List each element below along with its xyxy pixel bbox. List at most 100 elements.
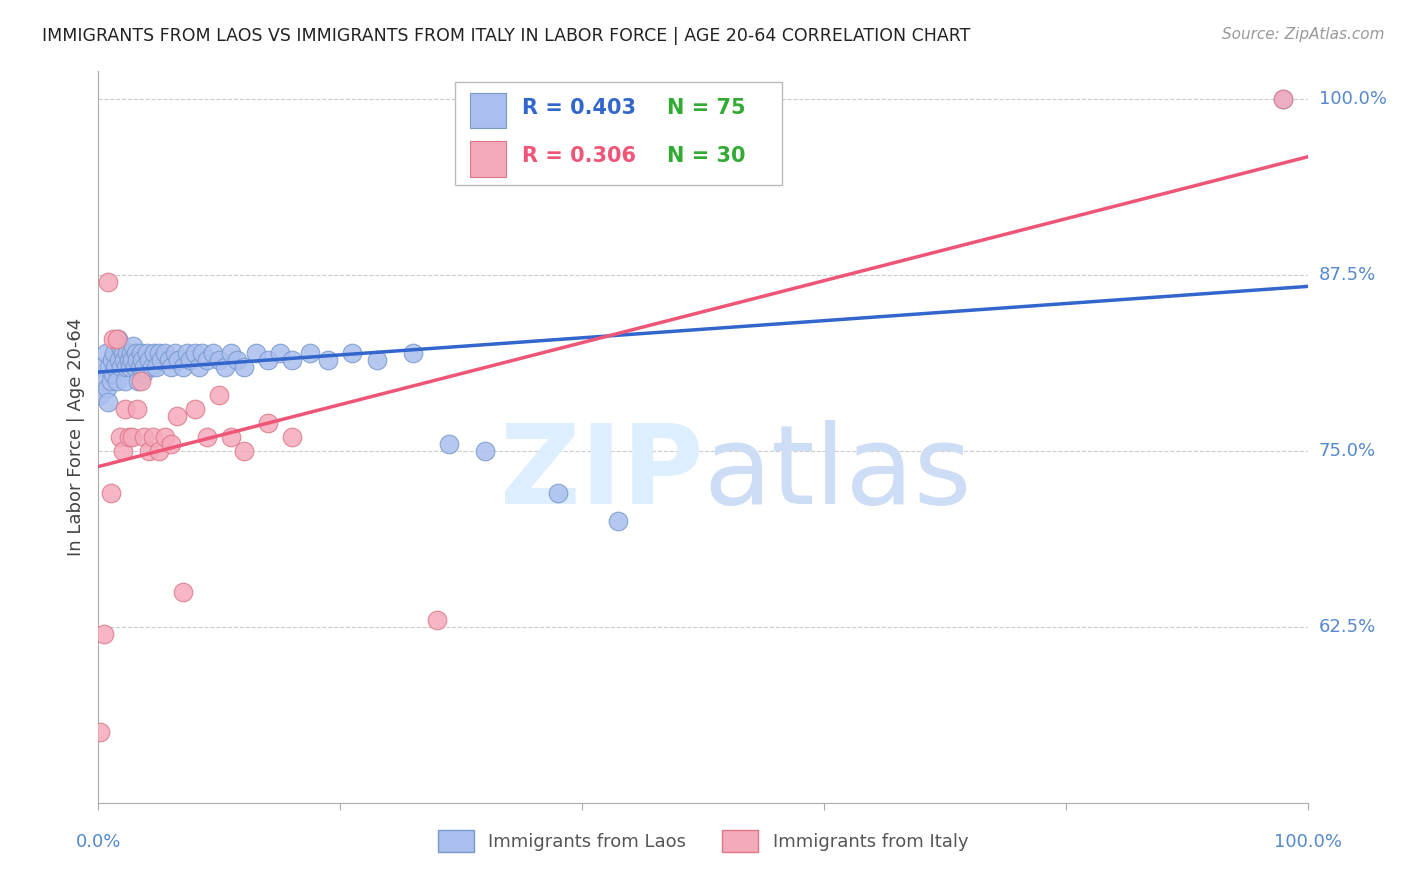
Point [153,345,176,359]
Text: IMMIGRANTS FROM LAOS VS IMMIGRANTS FROM ITALY IN LABOR FORCE | AGE 20-64 CORRELA: IMMIGRANTS FROM LAOS VS IMMIGRANTS FROM … [42,27,970,45]
Y-axis label: In Labor Force | Age 20-64: In Labor Force | Age 20-64 [66,318,84,557]
Point [89,725,111,739]
Point [108,339,131,353]
Point [148,444,170,458]
Point [101,367,124,381]
Point [150,352,173,367]
Point [1272,93,1295,107]
Point [138,444,160,458]
Point [195,352,218,367]
Point [122,339,145,353]
FancyBboxPatch shape [470,94,506,128]
Point [96,381,118,395]
Text: 62.5%: 62.5% [1319,618,1376,636]
Text: 87.5%: 87.5% [1319,267,1376,285]
Point [101,332,124,346]
Point [167,352,190,367]
Point [232,359,254,374]
Point [127,401,149,416]
Point [437,437,460,451]
Point [269,345,291,359]
Point [245,345,267,359]
Point [103,345,125,359]
Text: N = 30: N = 30 [666,146,745,166]
Point [221,430,243,444]
Point [141,359,163,374]
Point [131,352,153,367]
Text: ZIP: ZIP [499,420,703,527]
Point [134,430,156,444]
Point [256,352,278,367]
Point [160,359,183,374]
Point [125,345,148,359]
Point [129,374,152,388]
Point [172,584,194,599]
Point [202,345,225,359]
Point [127,352,149,367]
Point [104,359,127,374]
Point [105,332,128,346]
Point [316,352,339,367]
Point [107,332,129,346]
Point [120,345,142,359]
Point [112,352,135,367]
Point [97,395,120,409]
Text: R = 0.306: R = 0.306 [522,146,636,166]
Point [100,374,122,388]
Point [117,345,139,359]
Point [111,345,134,359]
Point [214,359,236,374]
Point [94,345,117,359]
Point [108,352,131,367]
Point [474,444,496,458]
Point [153,430,176,444]
Point [145,359,167,374]
Text: 100.0%: 100.0% [1319,90,1386,109]
Text: R = 0.403: R = 0.403 [522,98,636,118]
Point [110,359,132,374]
Point [221,345,243,359]
Point [89,388,111,402]
Point [342,345,364,359]
Point [184,345,207,359]
Point [142,430,165,444]
Point [166,409,188,423]
Point [184,401,207,416]
Point [607,515,630,529]
Point [195,430,218,444]
Point [366,352,388,367]
Point [128,359,150,374]
Point [547,486,569,500]
Point [232,444,254,458]
Point [114,374,136,388]
Point [97,276,120,290]
Point [114,401,136,416]
Point [208,352,231,367]
Point [121,352,143,367]
Point [191,345,214,359]
Point [93,627,115,641]
Point [160,437,183,451]
FancyBboxPatch shape [456,82,782,185]
Point [179,352,201,367]
Point [426,613,449,627]
Point [134,359,156,374]
Text: Source: ZipAtlas.com: Source: ZipAtlas.com [1222,27,1385,42]
Point [281,430,304,444]
Text: 100.0%: 100.0% [1274,833,1341,851]
Point [121,430,143,444]
Point [163,345,186,359]
Point [402,345,425,359]
Point [127,374,149,388]
Point [1272,93,1295,107]
Point [100,486,122,500]
Point [208,388,231,402]
Point [118,430,141,444]
Point [281,352,304,367]
Point [111,444,134,458]
Point [129,345,152,359]
FancyBboxPatch shape [470,142,506,177]
Point [132,367,155,381]
Point [115,359,138,374]
Point [100,352,122,367]
